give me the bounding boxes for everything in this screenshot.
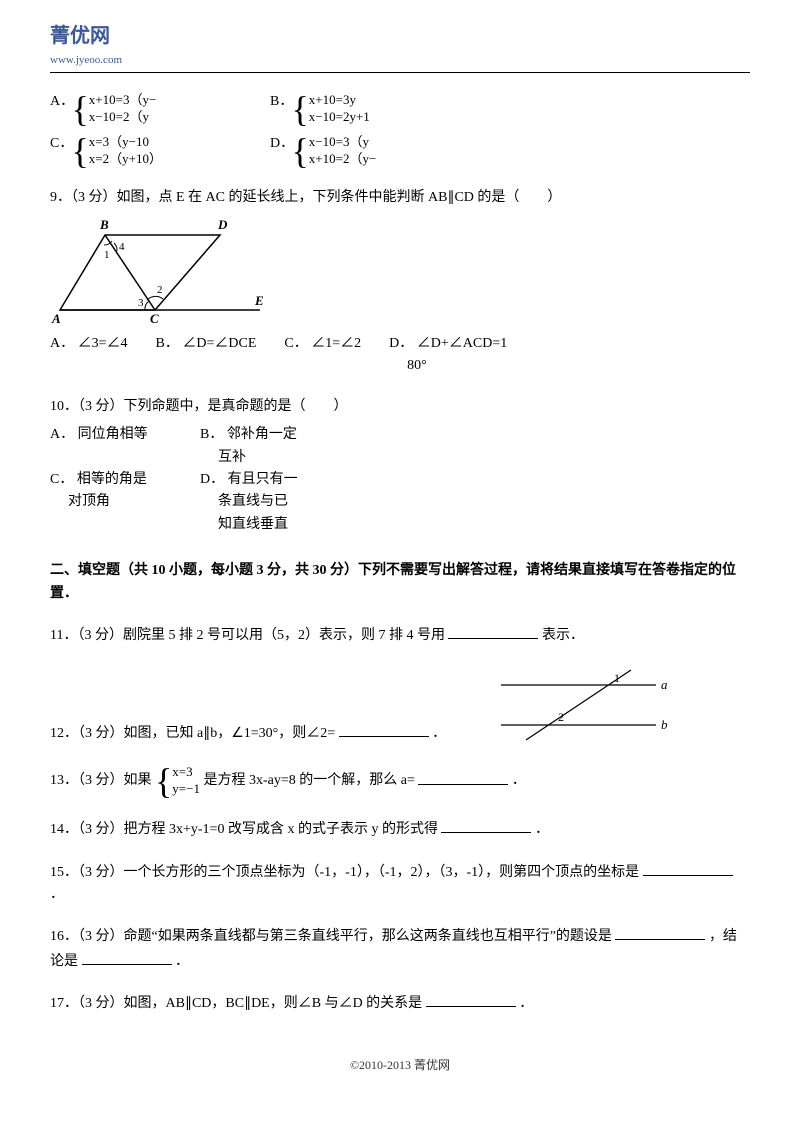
opt-label: C．	[284, 336, 307, 351]
opt-label: D．	[270, 133, 288, 155]
opt-label: D．	[389, 336, 413, 351]
fill-blank[interactable]	[82, 949, 172, 965]
opt-text: ∠D+∠ACD=1	[417, 336, 507, 351]
fill-blank[interactable]	[615, 924, 705, 940]
svg-text:a: a	[661, 677, 668, 692]
eq-line: x−10=2（y	[89, 109, 157, 126]
q-text: ．	[50, 887, 64, 902]
svg-text:B: B	[99, 217, 109, 232]
page-header: 菁优网 www.jyeoo.com	[50, 20, 750, 73]
q-text: ．	[512, 774, 526, 789]
svg-text:4: 4	[119, 241, 125, 253]
eq-line: x+10=2（y−	[309, 151, 377, 168]
q-text: 14．（3 分）把方程 3x+y-1=0 改写成含 x 的式子表示 y 的形式得	[50, 822, 438, 837]
opt-text: ∠D=∠DCE	[182, 336, 256, 351]
opt-label: A．	[50, 91, 68, 113]
parallel-lines-figure: a b 1 2	[466, 665, 686, 745]
svg-text:2: 2	[157, 284, 163, 296]
opt-text: 互补	[200, 447, 350, 469]
opt-text: 有且只有一	[228, 472, 298, 487]
opt-text: 相等的角是	[77, 472, 147, 487]
svg-text:b: b	[661, 717, 668, 732]
q-text: 11．（3 分）剧院里 5 排 2 号可以用（5，2）表示，则 7 排 4 号用	[50, 628, 445, 643]
section-title: 二、填空题（共 10 小题，每小题 3 分，共 30 分）下列不需要写出解答过程…	[50, 560, 750, 605]
svg-text:1: 1	[104, 249, 110, 261]
page-footer: ©2010-2013 菁优网	[50, 1056, 750, 1075]
opt-label: B．	[270, 91, 288, 113]
opt-text: 知直线垂直	[200, 514, 350, 536]
opt-label: D．	[200, 472, 224, 487]
opt-text: 条直线与已	[200, 491, 350, 513]
question-12: 12．（3 分）如图，已知 a∥b，∠1=30°，则∠2= ． a b 1 2	[50, 665, 750, 745]
opt-label: B．	[200, 427, 223, 442]
svg-text:E: E	[254, 293, 264, 308]
svg-text:3: 3	[138, 297, 144, 309]
q-text: 16．（3 分）命题“如果两条直线都与第三条直线平行，那么这两条直线也互相平行”…	[50, 929, 612, 944]
q-text: ．	[535, 822, 549, 837]
eq-line: x−10=2y+1	[309, 109, 370, 126]
opt-label: C．	[50, 133, 68, 155]
opt-label: A．	[50, 336, 74, 351]
eq-line: x=2（y+10）	[89, 151, 162, 168]
opt-text: 邻补角一定	[227, 427, 297, 442]
fill-blank[interactable]	[418, 769, 508, 785]
q-text: 15．（3 分）一个长方形的三个顶点坐标为（-1，-1），（-1，2），（3，-…	[50, 865, 639, 880]
question-17: 17．（3 分）如图，AB∥CD，BC∥DE，则∠B 与∠D 的关系是 ．	[50, 991, 750, 1015]
question-9: 9．（3 分）如图，点 E 在 AC 的延长线上，下列条件中能判断 AB∥CD …	[50, 187, 750, 378]
question-14: 14．（3 分）把方程 3x+y-1=0 改写成含 x 的式子表示 y 的形式得…	[50, 817, 750, 841]
opt-label: C．	[50, 472, 73, 487]
svg-text:D: D	[217, 217, 228, 232]
svg-text:A: A	[51, 311, 61, 325]
q-text: 17．（3 分）如图，AB∥CD，BC∥DE，则∠B 与∠D 的关系是	[50, 996, 422, 1011]
fill-blank[interactable]	[448, 623, 538, 639]
svg-text:1: 1	[614, 671, 620, 685]
opt-label: A．	[50, 427, 74, 442]
eq-line: x=3	[172, 764, 200, 781]
eq-line: x+10=3（y−	[89, 92, 157, 109]
geometry-figure: B D A C E 1 4 2 3	[50, 215, 270, 325]
question-stem: 9．（3 分）如图，点 E 在 AC 的延长线上，下列条件中能判断 AB∥CD …	[50, 187, 750, 209]
question-10: 10．（3 分）下列命题中，是真命题的是（ ） A． 同位角相等 B． 邻补角一…	[50, 396, 750, 536]
site-name: 菁优网	[50, 20, 750, 52]
q-text: ．	[432, 726, 446, 741]
question-13: 13．（3 分）如果 { x=3 y=−1 是方程 3x-ay=8 的一个解，那…	[50, 763, 750, 799]
opt-text: 同位角相等	[78, 427, 148, 442]
question-stem: 10．（3 分）下列命题中，是真命题的是（ ）	[50, 396, 750, 418]
q-text: ．	[519, 996, 533, 1011]
question-15: 15．（3 分）一个长方形的三个顶点坐标为（-1，-1），（-1，2），（3，-…	[50, 860, 750, 907]
q-text: 是方程 3x-ay=8 的一个解，那么 a=	[203, 774, 414, 789]
q-text: ．	[175, 954, 189, 969]
eq-line: y=−1	[172, 781, 200, 798]
eq-line: x+10=3y	[309, 92, 370, 109]
eq-line: x=3（y−10	[89, 134, 162, 151]
svg-text:C: C	[150, 311, 159, 325]
fill-blank[interactable]	[339, 721, 429, 737]
fill-blank[interactable]	[441, 817, 531, 833]
opt-text: 对顶角	[50, 491, 200, 513]
svg-text:2: 2	[558, 710, 564, 724]
question-8-options: A． { x+10=3（y− x−10=2（y B． { x+10=3y x−1…	[50, 91, 750, 169]
fill-blank[interactable]	[643, 860, 733, 876]
q-text: 表示．	[542, 628, 584, 643]
opt-text: 80°	[389, 355, 507, 377]
q-text: 12．（3 分）如图，已知 a∥b，∠1=30°，则∠2=	[50, 726, 335, 741]
fill-blank[interactable]	[426, 991, 516, 1007]
question-16: 16．（3 分）命题“如果两条直线都与第三条直线平行，那么这两条直线也互相平行”…	[50, 924, 750, 973]
opt-text: ∠1=∠2	[311, 336, 361, 351]
opt-label: B．	[156, 336, 179, 351]
question-11: 11．（3 分）剧院里 5 排 2 号可以用（5，2）表示，则 7 排 4 号用…	[50, 623, 750, 647]
opt-text: ∠3=∠4	[78, 336, 128, 351]
eq-line: x−10=3（y	[309, 134, 377, 151]
site-url: www.jyeoo.com	[50, 52, 750, 70]
q-text: 13．（3 分）如果	[50, 774, 152, 789]
